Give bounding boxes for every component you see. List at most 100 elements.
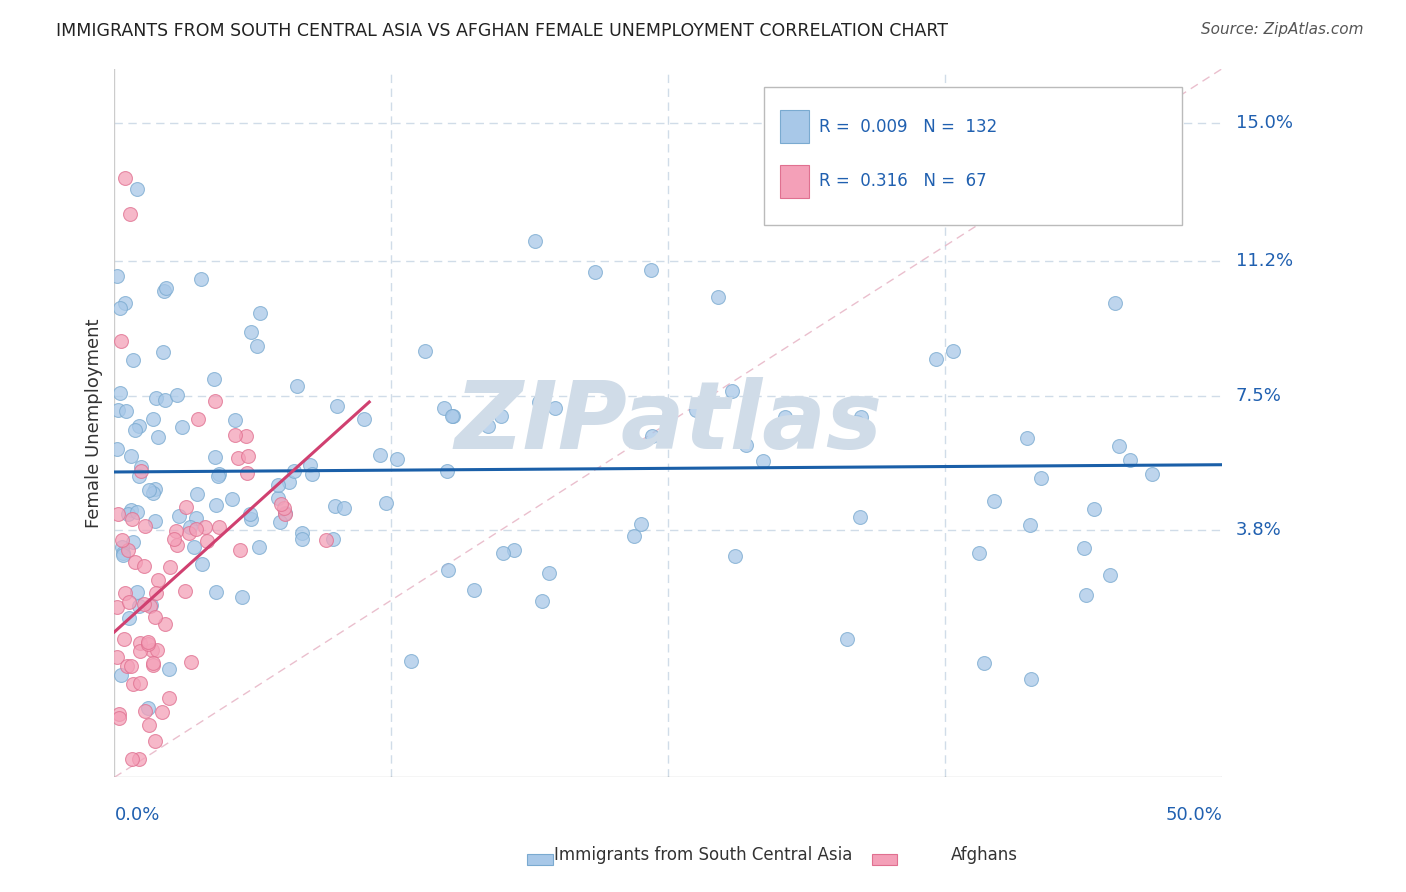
- Point: [155, 616, 177, 631]
- Point: [107, 403, 129, 417]
- Text: Afghans: Afghans: [950, 846, 1018, 863]
- Point: [735, 438, 758, 452]
- Point: [145, 392, 167, 406]
- Point: [146, 643, 169, 657]
- Point: [247, 541, 270, 555]
- Point: [132, 559, 155, 574]
- Point: [503, 542, 526, 557]
- Point: [385, 451, 408, 466]
- Point: [1098, 568, 1121, 582]
- Point: [117, 507, 139, 521]
- Point: [141, 643, 163, 657]
- Point: [267, 491, 290, 506]
- Point: [1104, 296, 1126, 310]
- Point: [128, 469, 150, 483]
- Point: [239, 512, 262, 526]
- Text: 0.0%: 0.0%: [114, 806, 160, 824]
- Point: [120, 449, 142, 463]
- Point: [105, 650, 128, 665]
- Text: 7.5%: 7.5%: [1236, 386, 1281, 405]
- Point: [1142, 467, 1164, 482]
- Point: [845, 415, 868, 429]
- Point: [623, 529, 645, 543]
- Point: [204, 450, 226, 465]
- Point: [124, 423, 146, 437]
- Point: [323, 499, 346, 513]
- Point: [202, 372, 225, 386]
- Point: [132, 597, 155, 611]
- Point: [1015, 431, 1038, 445]
- Text: R =  0.316   N =  67: R = 0.316 N = 67: [820, 172, 987, 190]
- Point: [110, 667, 132, 681]
- Point: [208, 467, 231, 482]
- Point: [174, 500, 197, 514]
- Point: [115, 659, 138, 673]
- Point: [146, 430, 169, 444]
- Point: [138, 483, 160, 498]
- Point: [191, 558, 214, 572]
- FancyBboxPatch shape: [763, 87, 1182, 225]
- Point: [114, 170, 136, 185]
- Point: [721, 384, 744, 398]
- Point: [1074, 588, 1097, 602]
- Point: [118, 207, 141, 221]
- Point: [333, 500, 356, 515]
- Point: [283, 464, 305, 478]
- Point: [538, 566, 561, 581]
- Point: [224, 413, 246, 427]
- Point: [544, 401, 567, 416]
- Point: [128, 419, 150, 434]
- Point: [441, 409, 464, 423]
- Text: R =  0.009   N =  132: R = 0.009 N = 132: [820, 118, 997, 136]
- Point: [122, 534, 145, 549]
- Point: [111, 548, 134, 562]
- Point: [107, 508, 129, 522]
- Point: [129, 459, 152, 474]
- Point: [187, 412, 209, 426]
- Text: IMMIGRANTS FROM SOUTH CENTRAL ASIA VS AFGHAN FEMALE UNEMPLOYMENT CORRELATION CHA: IMMIGRANTS FROM SOUTH CENTRAL ASIA VS AF…: [56, 22, 948, 40]
- Point: [205, 584, 228, 599]
- Point: [179, 519, 201, 533]
- Point: [134, 519, 156, 533]
- Point: [270, 497, 292, 511]
- Point: [105, 600, 128, 615]
- Point: [1073, 541, 1095, 556]
- Point: [125, 181, 148, 195]
- Point: [267, 477, 290, 491]
- Point: [142, 412, 165, 426]
- Point: [1083, 502, 1105, 516]
- Point: [235, 429, 257, 443]
- Point: [208, 519, 231, 533]
- Point: [274, 507, 297, 521]
- Point: [437, 563, 460, 577]
- Point: [195, 534, 218, 549]
- Point: [155, 280, 177, 294]
- Point: [142, 656, 165, 670]
- Point: [849, 409, 872, 424]
- FancyBboxPatch shape: [780, 111, 808, 143]
- Point: [706, 290, 728, 304]
- Point: [194, 519, 217, 533]
- Point: [142, 657, 165, 672]
- Point: [752, 454, 775, 468]
- Point: [183, 540, 205, 554]
- Text: 15.0%: 15.0%: [1236, 114, 1292, 132]
- Point: [436, 464, 458, 478]
- Point: [298, 458, 321, 472]
- Point: [204, 499, 226, 513]
- Point: [967, 545, 990, 559]
- Point: [141, 485, 163, 500]
- Point: [122, 677, 145, 691]
- Point: [170, 420, 193, 434]
- Point: [114, 295, 136, 310]
- Point: [117, 543, 139, 558]
- Point: [773, 410, 796, 425]
- Point: [925, 351, 948, 366]
- Point: [128, 599, 150, 613]
- Point: [121, 752, 143, 766]
- Point: [111, 533, 134, 548]
- Point: [120, 503, 142, 517]
- Point: [249, 306, 271, 320]
- Point: [145, 610, 167, 624]
- Point: [108, 301, 131, 315]
